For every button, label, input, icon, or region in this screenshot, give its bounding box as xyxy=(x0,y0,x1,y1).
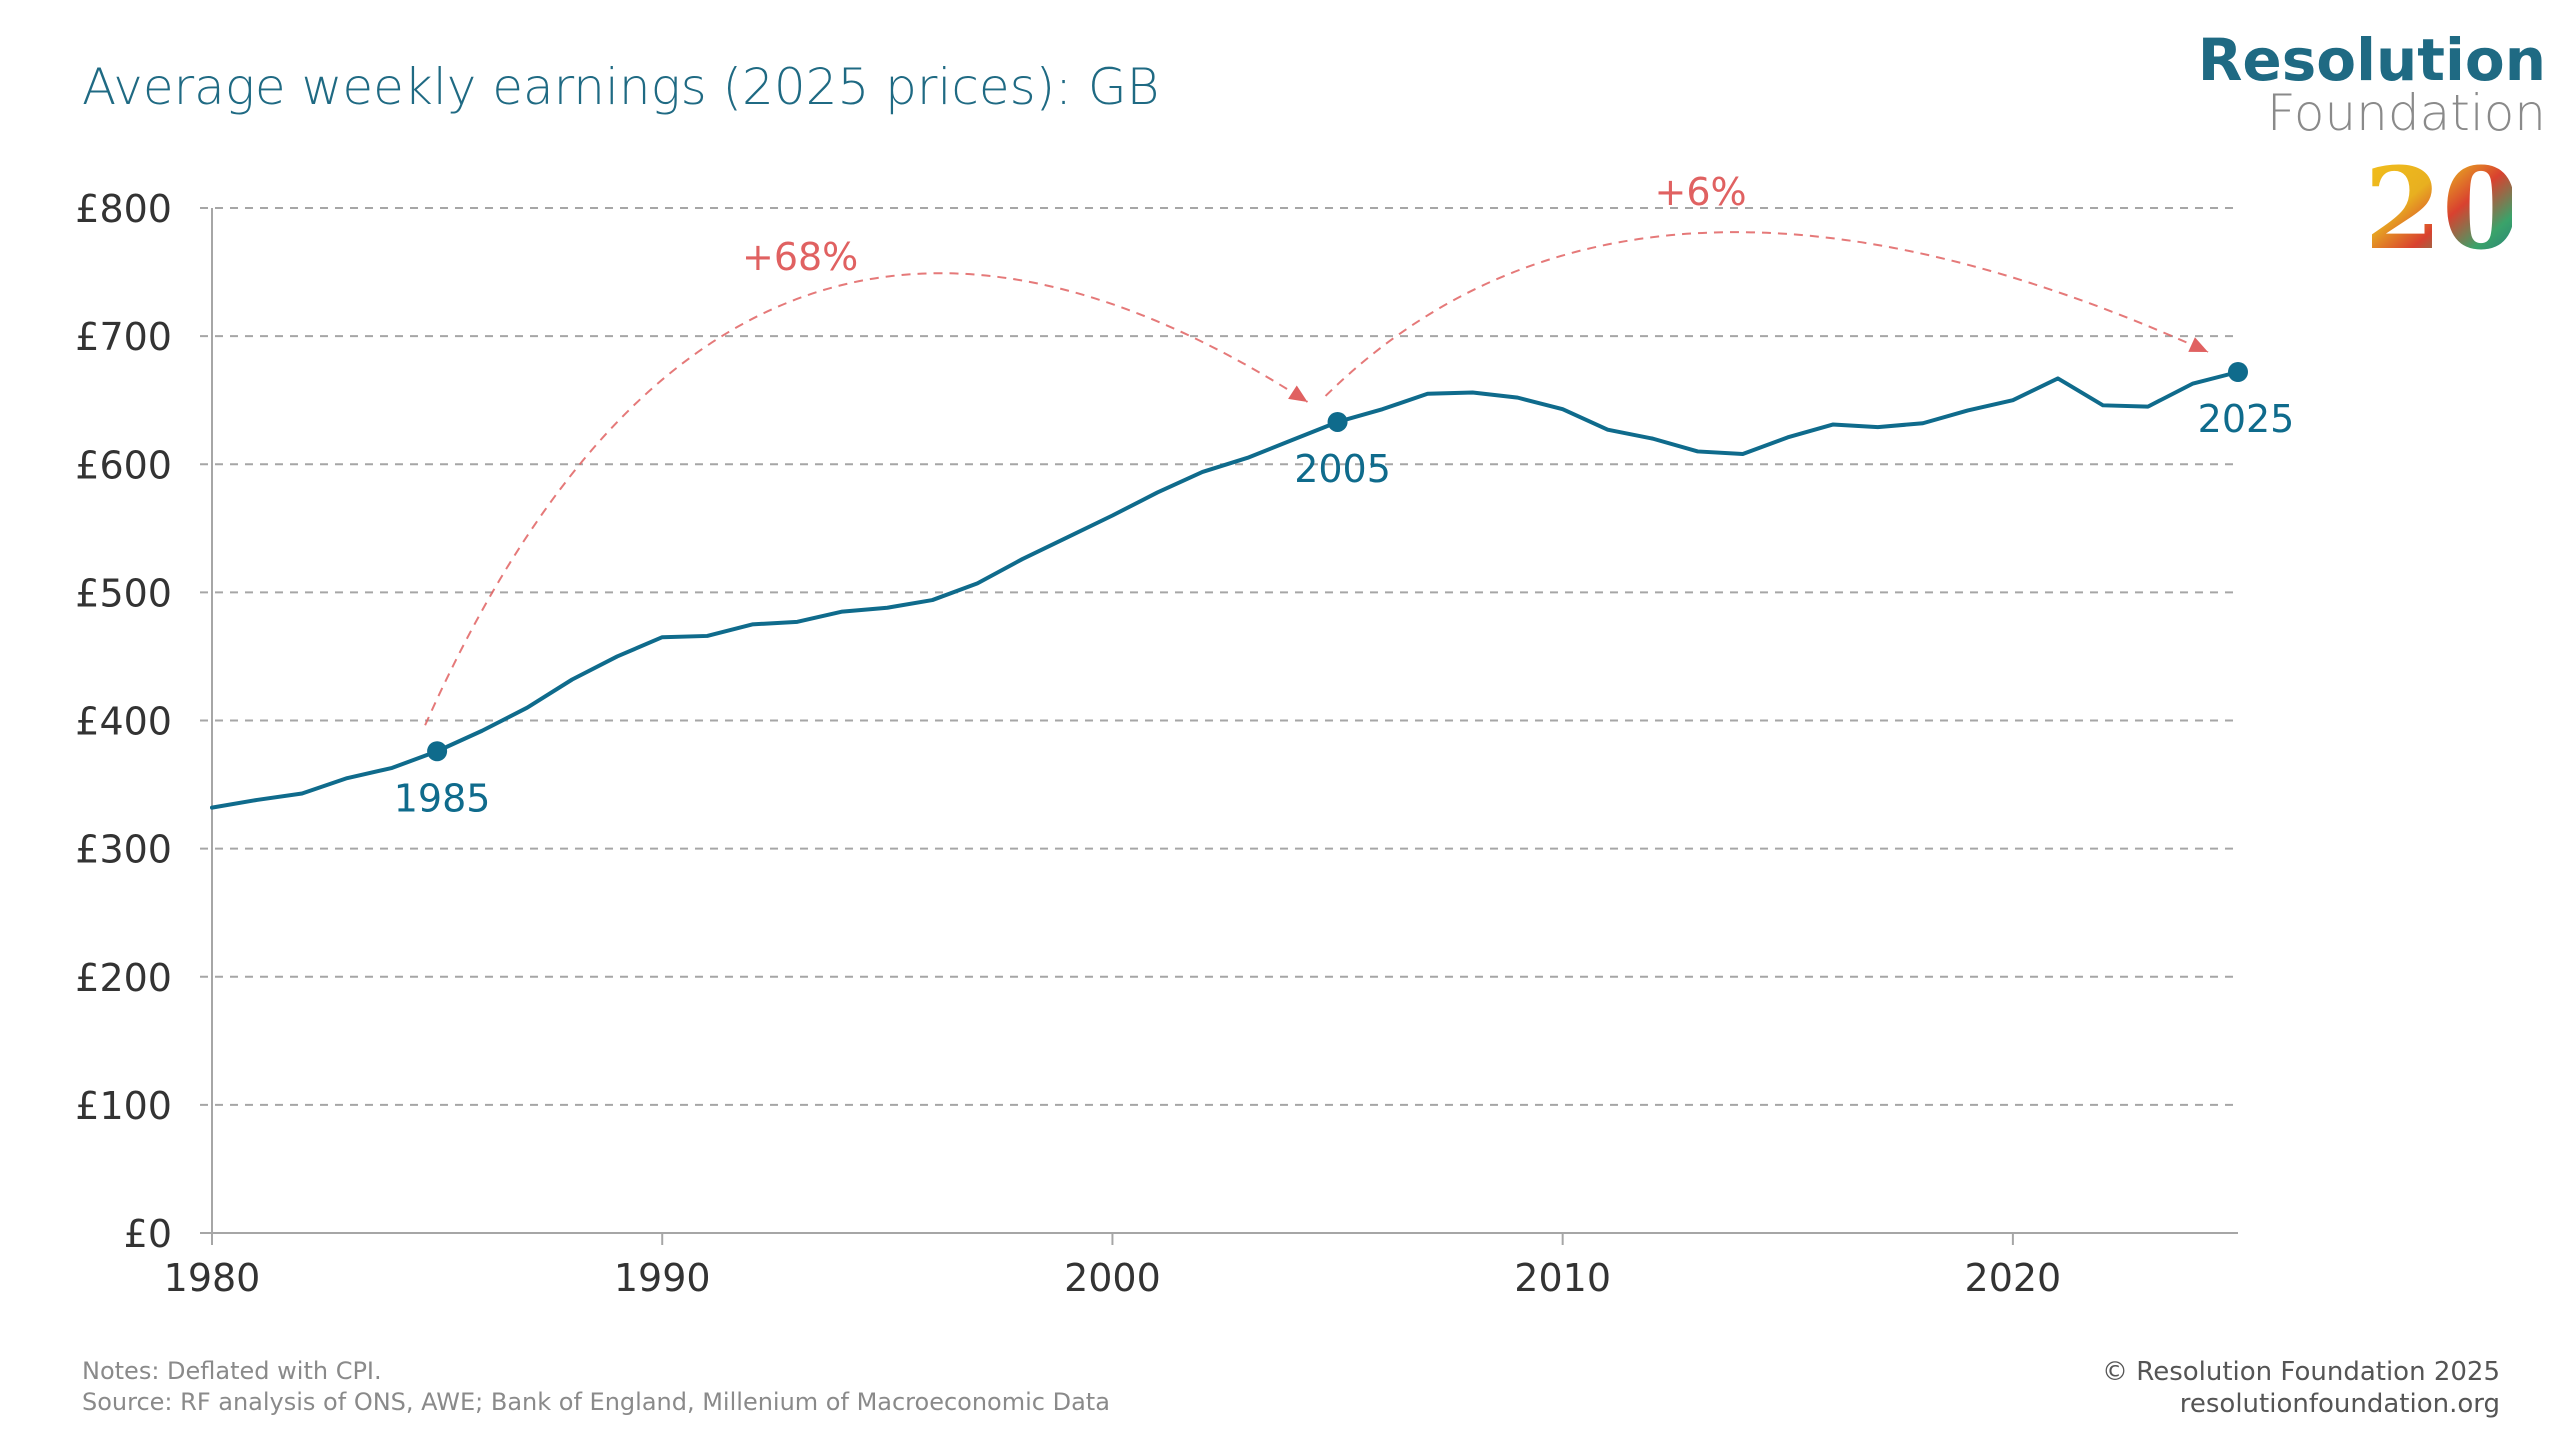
growth-label: +68% xyxy=(742,235,858,279)
copyright-text: © Resolution Foundation 2025 xyxy=(2102,1357,2500,1387)
copyright-block: © Resolution Foundation 2025 resolutionf… xyxy=(2102,1356,2500,1420)
marker-label-2025: 2025 xyxy=(2198,397,2295,441)
y-tick-label: £300 xyxy=(75,828,172,872)
y-tick-label: £200 xyxy=(75,956,172,1000)
marker-label-2005: 2005 xyxy=(1294,447,1391,491)
anniversary-20-badge: 20 xyxy=(2372,152,2512,262)
tick-labels: £0 £100 £200 £300 £400 £500 £600 £700 £800 1980 19… xyxy=(75,187,2061,1300)
x-tick-label: 2010 xyxy=(1514,1256,1611,1300)
x-tick-label: 2020 xyxy=(1965,1256,2062,1300)
x-tick-label: 1990 xyxy=(614,1256,711,1300)
axes xyxy=(200,208,2238,1234)
earnings-series xyxy=(210,370,2240,810)
chart-title: Average weekly earnings (2025 prices): G… xyxy=(82,58,1160,116)
growth-arrowhead xyxy=(2188,337,2208,352)
highlight-markers: 1985 2005 2025 xyxy=(394,362,2295,820)
growth-arrowhead xyxy=(1288,385,1308,402)
chart-notes: Notes: Deflated with CPI. Source: RF ana… xyxy=(82,1356,1110,1418)
marker-point-1985 xyxy=(427,741,448,762)
growth-label: +6% xyxy=(1655,170,1747,214)
y-tick-label: £0 xyxy=(124,1212,172,1256)
x-tick-label: 2000 xyxy=(1064,1256,1161,1300)
growth-arc xyxy=(1324,231,2209,397)
y-tick-label: £600 xyxy=(75,443,172,487)
growth-arc xyxy=(424,272,1309,726)
badge-text: 20 xyxy=(2372,152,2512,262)
marker-label-1985: 1985 xyxy=(394,776,491,820)
grid-lines xyxy=(200,207,2238,1106)
logo-wordmark-foundation: Foundation xyxy=(2266,84,2546,142)
earnings-line xyxy=(210,370,2240,810)
y-tick-label: £500 xyxy=(75,571,172,615)
resolution-foundation-logo: Resolution Foundation 20 xyxy=(2197,22,2560,262)
y-tick-label: £700 xyxy=(75,315,172,359)
x-tick-label: 1980 xyxy=(164,1256,261,1300)
y-tick-label: £800 xyxy=(75,187,172,231)
marker-point-2005 xyxy=(1327,411,1348,432)
marker-point-2025 xyxy=(2228,362,2248,382)
logo-wordmark-resolution: Resolution xyxy=(2197,26,2546,94)
y-tick-label: £100 xyxy=(75,1084,172,1128)
website-link[interactable]: resolutionfoundation.org xyxy=(2179,1389,2500,1419)
source-text: Source: RF analysis of ONS, AWE; Bank of… xyxy=(82,1388,1110,1416)
notes-text: Notes: Deflated with CPI. xyxy=(82,1357,382,1385)
y-tick-label: £400 xyxy=(75,700,172,744)
growth-annotations: +68% +6% xyxy=(424,170,2209,726)
